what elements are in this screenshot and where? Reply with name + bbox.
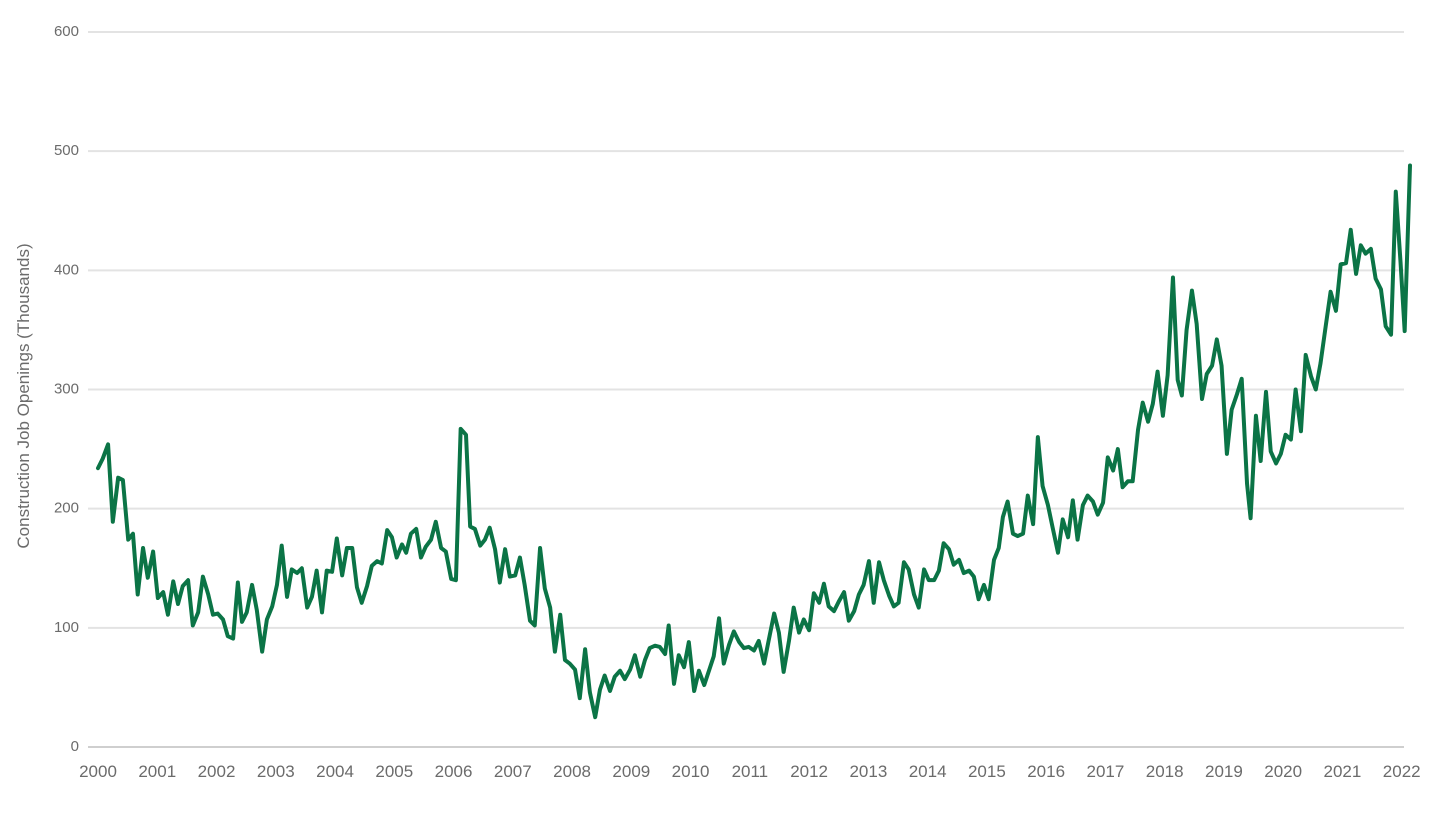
x-tick-label: 2010 bbox=[672, 762, 710, 781]
x-tick-label: 2020 bbox=[1264, 762, 1302, 781]
x-tick-label: 2004 bbox=[316, 762, 354, 781]
x-tick-label: 2022 bbox=[1383, 762, 1421, 781]
x-tick-label: 2002 bbox=[198, 762, 236, 781]
y-tick-label: 200 bbox=[54, 500, 79, 517]
x-tick-label: 2021 bbox=[1324, 762, 1362, 781]
y-tick-label: 0 bbox=[71, 738, 79, 755]
y-tick-label: 300 bbox=[54, 380, 79, 397]
x-tick-label: 2019 bbox=[1205, 762, 1243, 781]
x-tick-label: 2007 bbox=[494, 762, 532, 781]
x-tick-label: 2014 bbox=[909, 762, 947, 781]
x-tick-label: 2005 bbox=[375, 762, 413, 781]
x-tick-label: 2011 bbox=[732, 762, 769, 781]
y-axis-label: Construction Job Openings (Thousands) bbox=[14, 243, 33, 548]
x-tick-label: 2016 bbox=[1027, 762, 1065, 781]
x-tick-label: 2009 bbox=[612, 762, 650, 781]
y-tick-label: 500 bbox=[54, 142, 79, 159]
data-line bbox=[96, 163, 1412, 720]
x-tick-label: 2003 bbox=[257, 762, 295, 781]
x-tick-label: 2001 bbox=[138, 762, 176, 781]
y-tick-label: 600 bbox=[54, 23, 79, 40]
x-tick-label: 2008 bbox=[553, 762, 591, 781]
x-tick-label: 2017 bbox=[1086, 762, 1124, 781]
x-tick-label: 2018 bbox=[1146, 762, 1184, 781]
x-tick-label: 2006 bbox=[435, 762, 473, 781]
x-tick-label: 2000 bbox=[79, 762, 117, 781]
y-tick-label: 100 bbox=[54, 619, 79, 636]
y-tick-label: 400 bbox=[54, 261, 79, 278]
x-tick-label: 2015 bbox=[968, 762, 1006, 781]
x-tick-label: 2013 bbox=[849, 762, 887, 781]
x-tick-label: 2012 bbox=[790, 762, 828, 781]
